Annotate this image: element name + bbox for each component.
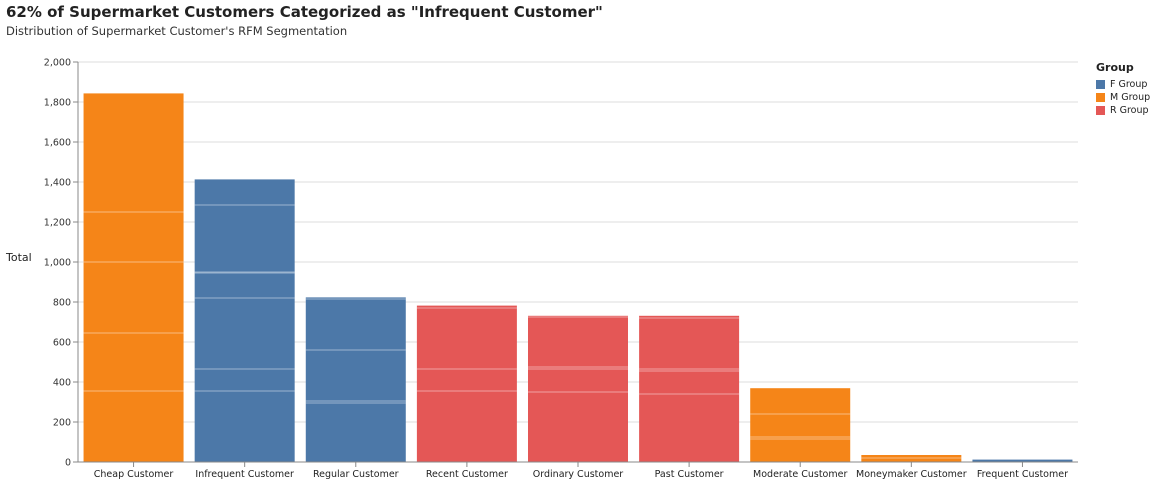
y-tick-label: 200: [53, 418, 71, 429]
legend-title: Group: [1096, 61, 1134, 74]
bars: [83, 93, 1073, 463]
y-tick-label: 1,400: [44, 178, 71, 189]
bar: [528, 315, 628, 462]
x-tick-label: Regular Customer: [313, 469, 399, 480]
legend-swatch-r-group: [1096, 106, 1105, 115]
legend-label-r-group: R Group: [1110, 105, 1149, 116]
legend-item-r-group: R Group: [1096, 104, 1150, 117]
chart-title: 62% of Supermarket Customers Categorized…: [6, 3, 603, 21]
legend-label-m-group: M Group: [1110, 92, 1151, 103]
x-tick-label: Cheap Customer: [94, 469, 174, 480]
x-tick-label: Frequent Customer: [977, 469, 1068, 480]
y-tick-label: 0: [65, 458, 71, 469]
y-tick-label: 2,000: [44, 58, 71, 69]
y-tick-label: 1,800: [44, 98, 71, 109]
chart-subtitle: Distribution of Supermarket Customer's R…: [6, 24, 348, 38]
y-tick-label: 1,000: [44, 258, 71, 269]
legend-item-m-group: M Group: [1096, 91, 1150, 104]
y-tick-label: 1,200: [44, 218, 71, 229]
x-tick-label: Past Customer: [655, 469, 724, 480]
y-tick-label: 600: [53, 338, 71, 349]
bar: [639, 315, 740, 462]
x-tick-label: Moderate Customer: [753, 469, 847, 480]
y-axis-label: Total: [5, 251, 32, 264]
axes: 0 200 400 600 800 1,000 1,200 1,400 1,600 1,800 2,…: [44, 58, 1078, 480]
bar: [416, 305, 517, 462]
legend-swatch-f-group: [1096, 80, 1105, 89]
x-tick-label: Recent Customer: [426, 469, 508, 480]
y-tick-label: 800: [53, 298, 71, 309]
y-tick-label: 400: [53, 378, 71, 389]
x-tick-label: Moneymaker Customer: [856, 469, 967, 480]
bar: [972, 459, 1073, 462]
bar: [305, 297, 406, 462]
bar: [750, 388, 851, 462]
legend: Group F Group M Group R Group: [1096, 61, 1150, 117]
bar: [194, 179, 295, 462]
x-tick-label: Ordinary Customer: [533, 469, 624, 480]
x-tick-label: Infrequent Customer: [195, 469, 294, 480]
bar: [83, 93, 184, 463]
y-tick-label: 1,600: [44, 138, 71, 149]
legend-label-f-group: F Group: [1110, 79, 1148, 90]
legend-swatch-m-group: [1096, 93, 1105, 102]
legend-item-f-group: F Group: [1096, 78, 1150, 91]
bar: [861, 455, 962, 462]
